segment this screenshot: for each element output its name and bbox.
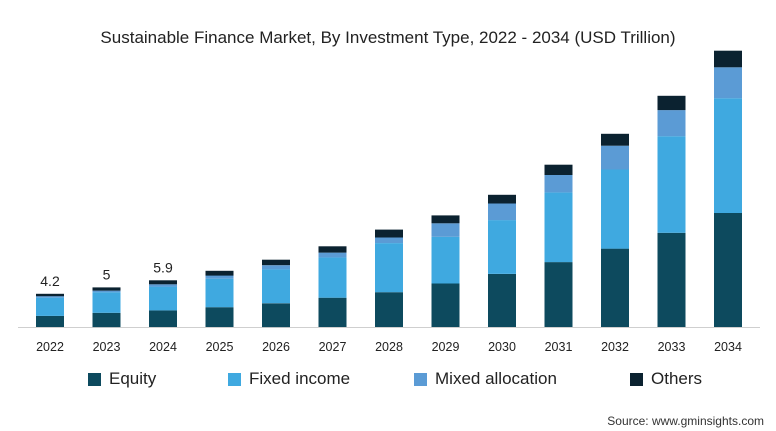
x-tick-label-2028: 2028 — [375, 340, 403, 354]
legend-item-mixed-allocation: Mixed allocation — [414, 369, 557, 389]
bar-mixed-allocation-2022 — [36, 296, 64, 298]
bar-fixed-income-2025 — [205, 278, 234, 308]
bar-mixed-allocation-2033 — [657, 110, 686, 137]
bar-mixed-allocation-2024 — [149, 284, 177, 287]
bar-fixed-income-2023 — [92, 292, 121, 313]
bar-others-2032 — [601, 133, 629, 146]
bar-equity-2029 — [431, 283, 460, 327]
bar-others-2029 — [431, 215, 460, 224]
bar-fixed-income-2027 — [318, 257, 347, 298]
data-label-2024: 5.9 — [153, 259, 173, 275]
legend-swatch — [228, 372, 241, 386]
x-tick-label-2033: 2033 — [658, 340, 686, 354]
chart-legend: Equity Fixed income Mixed allocation Others — [0, 369, 776, 391]
bar-equity-2031 — [544, 262, 573, 327]
bar-fixed-income-2022 — [36, 297, 64, 316]
chart-title: Sustainable Finance Market, By Investmen… — [100, 28, 676, 47]
bar-others-2026 — [262, 259, 290, 266]
bar-equity-2027 — [318, 297, 347, 327]
bar-fixed-income-2026 — [262, 269, 290, 304]
source-note: Source: www.gminsights.com — [607, 414, 764, 428]
legend-swatch — [414, 372, 427, 386]
bar-others-2023 — [92, 287, 121, 291]
bar-others-2033 — [657, 95, 686, 111]
x-tick-label-2025: 2025 — [206, 340, 234, 354]
bar-others-2028 — [375, 229, 403, 238]
bar-mixed-allocation-2034 — [714, 67, 742, 99]
bar-equity-2024 — [149, 310, 177, 327]
bar-mixed-allocation-2032 — [601, 145, 629, 170]
bar-mixed-allocation-2025 — [205, 275, 234, 279]
legend-swatch — [630, 372, 643, 386]
bar-others-2025 — [205, 270, 234, 276]
x-tick-label-2022: 2022 — [36, 340, 64, 354]
bar-equity-2022 — [36, 315, 64, 327]
x-tick-label-2030: 2030 — [488, 340, 516, 354]
bar-equity-2034 — [714, 213, 742, 327]
legend-label: Others — [651, 369, 703, 388]
bar-others-2030 — [488, 194, 516, 204]
legend-item-fixed-income: Fixed income — [228, 369, 350, 389]
bar-others-2034 — [714, 50, 742, 68]
bar-fixed-income-2030 — [488, 220, 516, 274]
x-tick-label-2029: 2029 — [432, 340, 460, 354]
bar-fixed-income-2029 — [431, 236, 460, 284]
x-tick-label-2027: 2027 — [319, 340, 347, 354]
bar-others-2027 — [318, 246, 347, 253]
bar-others-2022 — [36, 293, 64, 297]
bar-others-2024 — [149, 280, 177, 285]
bar-equity-2023 — [92, 312, 121, 328]
legend-label: Fixed income — [249, 369, 351, 388]
legend-label: Mixed allocation — [435, 369, 557, 388]
bar-fixed-income-2032 — [601, 169, 629, 249]
x-tick-label-2031: 2031 — [545, 340, 573, 354]
x-tick-label-2024: 2024 — [149, 340, 177, 354]
legend-label: Equity — [109, 369, 157, 388]
bar-equity-2025 — [205, 307, 234, 327]
bar-mixed-allocation-2028 — [375, 237, 403, 243]
bar-mixed-allocation-2029 — [431, 223, 460, 237]
data-label-2022: 4.2 — [40, 273, 60, 289]
bar-mixed-allocation-2030 — [488, 203, 516, 221]
bar-equity-2028 — [375, 292, 403, 327]
data-label-2023: 5 — [103, 266, 111, 282]
bar-equity-2026 — [262, 303, 290, 328]
stacked-bar-chart: 2022 4.2 2023 5 2024 5.9 2025 2026 2027 2028 2029 2… — [18, 50, 760, 354]
bar-equity-2033 — [657, 232, 686, 327]
x-tick-label-2032: 2032 — [601, 340, 629, 354]
bar-fixed-income-2034 — [714, 98, 742, 213]
bar-mixed-allocation-2027 — [318, 252, 347, 258]
x-tick-label-2026: 2026 — [262, 340, 290, 354]
bar-fixed-income-2028 — [375, 243, 403, 293]
bar-mixed-allocation-2023 — [92, 290, 121, 293]
bar-mixed-allocation-2031 — [544, 175, 573, 193]
x-tick-label-2034: 2034 — [714, 340, 742, 354]
bar-equity-2030 — [488, 274, 516, 327]
bar-equity-2032 — [601, 248, 629, 327]
bar-others-2031 — [544, 164, 573, 175]
bar-fixed-income-2033 — [657, 136, 686, 233]
legend-item-equity: Equity — [88, 369, 156, 389]
legend-swatch — [88, 372, 101, 386]
bar-fixed-income-2024 — [149, 286, 177, 311]
legend-item-others: Others — [630, 369, 702, 389]
bar-mixed-allocation-2026 — [262, 265, 290, 270]
bar-fixed-income-2031 — [544, 192, 573, 263]
x-tick-label-2023: 2023 — [93, 340, 121, 354]
